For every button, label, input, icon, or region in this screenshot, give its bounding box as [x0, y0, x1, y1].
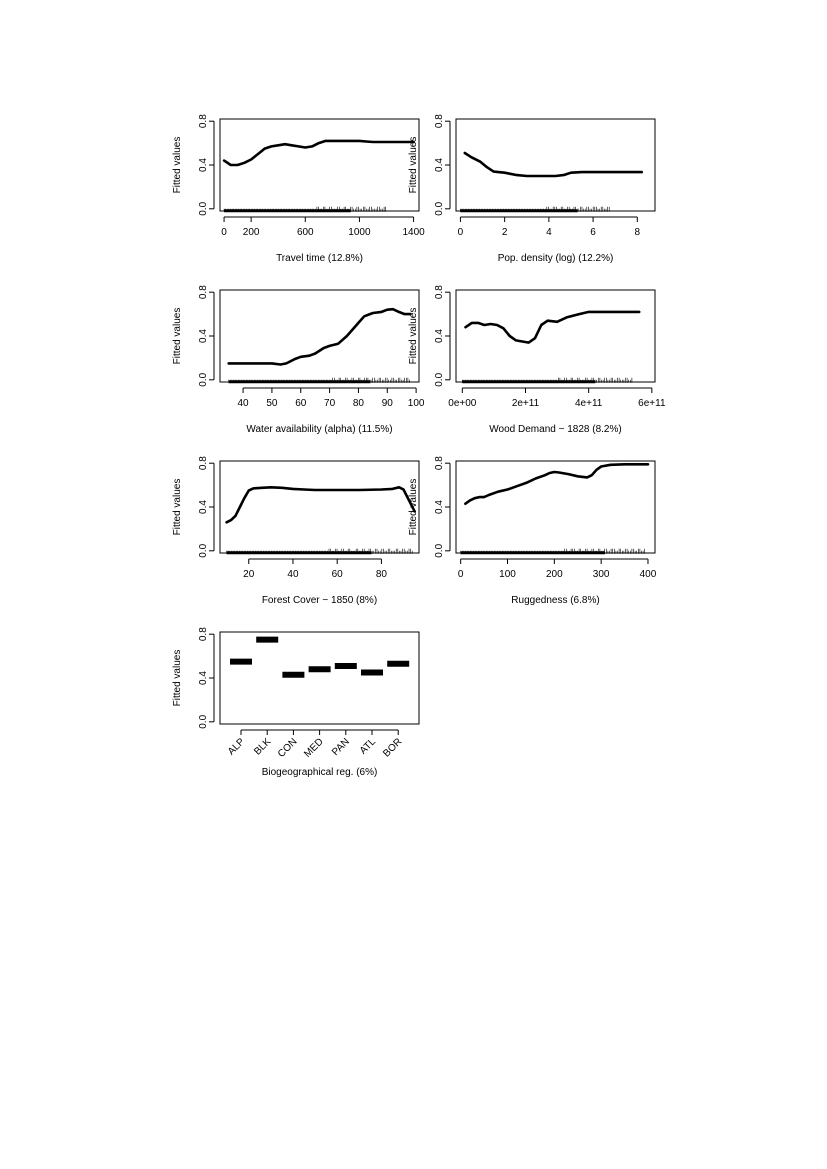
category-label: PAN [330, 736, 352, 758]
fitted-line [222, 139, 415, 167]
x-tick-label: 40 [287, 569, 299, 580]
rug-marks [226, 548, 413, 555]
panel-4: 0.0 0.4 0.8 Fitted values 0e+00 2e+11 4e+11 6e+… [408, 285, 666, 435]
y-axis-label: Fitted values [172, 308, 183, 365]
y-tick-label: 0.0 [198, 372, 209, 386]
y-tick-label: 0.0 [434, 372, 445, 386]
y-axis-label: Fitted values [408, 308, 419, 365]
x-axis-label: Travel time (12.8%) [276, 253, 363, 264]
plot-frame [455, 289, 656, 383]
y-tick-label: 0.8 [434, 114, 445, 128]
fitted-line [464, 463, 650, 505]
panel-7: 0.0 0.4 0.8 Fitted values ALP BLK CON MED PAN ATL… [172, 627, 420, 778]
y-tick-label: 0.0 [434, 543, 445, 557]
x-tick-label: 2e+11 [512, 398, 540, 409]
x-tick-label: 300 [593, 569, 610, 580]
y-tick-label: 0.4 [434, 329, 445, 343]
y-tick-label: 0.0 [434, 201, 445, 215]
x-tick-label: 8 [635, 227, 641, 238]
y-tick-label: 0.4 [434, 158, 445, 172]
x-tick-label: 20 [243, 569, 255, 580]
y-tick-label: 0.4 [198, 329, 209, 343]
x-axis-label: Wood Demand − 1828 (8.2%) [489, 424, 621, 435]
y-axis-label: Fitted values [408, 479, 419, 536]
x-tick-label: 100 [499, 569, 516, 580]
x-tick-label: 90 [382, 398, 394, 409]
x-tick-label: 70 [324, 398, 336, 409]
x-tick-label: 0e+00 [448, 398, 477, 409]
x-tick-label: 1000 [348, 227, 371, 238]
x-tick-label: 600 [297, 227, 314, 238]
category-label: BOR [381, 736, 404, 759]
plot-frame [219, 289, 420, 383]
y-tick-label: 0.0 [198, 714, 209, 728]
x-axis-label: Pop. density (log) (12.2%) [498, 253, 614, 264]
category-label: CON [276, 736, 300, 760]
x-axis-label: Forest Cover − 1850 (8%) [262, 595, 377, 606]
x-tick-label: 6e+11 [638, 398, 666, 409]
category-label: BLK [252, 736, 273, 757]
x-tick-label: 60 [295, 398, 307, 409]
plot-frame [219, 118, 420, 212]
x-tick-label: 200 [546, 569, 563, 580]
x-tick-label: 6 [590, 227, 596, 238]
y-axis-label: Fitted values [172, 650, 183, 707]
panel-2: 0.0 0.4 0.8 Fitted values 0 2 4 6 8 Pop. density … [408, 114, 656, 264]
fitted-line [463, 151, 643, 178]
y-tick-label: 0.4 [434, 500, 445, 514]
y-tick-label: 0.4 [198, 500, 209, 514]
category-label: ATL [358, 736, 379, 757]
plot-frame [455, 460, 656, 554]
plot-frame [219, 460, 420, 554]
x-tick-label: 0 [221, 227, 227, 238]
x-tick-label: 60 [332, 569, 344, 580]
y-tick-label: 0.8 [198, 285, 209, 299]
x-tick-label: 80 [376, 569, 388, 580]
x-tick-label: 2 [502, 227, 508, 238]
panel-3: 0.0 0.4 0.8 Fitted values 40 50 60 70 80 90 100 Wat… [172, 285, 425, 435]
x-tick-label: 4 [546, 227, 552, 238]
y-tick-label: 0.8 [198, 114, 209, 128]
panel-5: 0.0 0.4 0.8 Fitted values 20 40 60 80 Forest Cov… [172, 456, 420, 606]
plot-frame [219, 631, 420, 725]
y-tick-label: 0.8 [434, 285, 445, 299]
x-tick-label: 40 [238, 398, 250, 409]
x-tick-label: 4e+11 [575, 398, 603, 409]
x-axis-label: Water availability (alpha) (11.5%) [246, 424, 392, 435]
panel-1: 0.0 0.4 0.8 Fitted values 0 200 600 1000 1400 Tra… [172, 114, 425, 264]
fitted-line [227, 307, 412, 366]
rug-marks [223, 206, 387, 213]
x-tick-label: 0 [458, 227, 464, 238]
rug-marks [460, 206, 610, 213]
y-tick-label: 0.4 [198, 158, 209, 172]
x-axis-label: Ruggedness (6.8%) [511, 595, 599, 606]
y-tick-label: 0.0 [198, 201, 209, 215]
category-label: ALP [226, 736, 247, 757]
rug-marks [460, 548, 646, 555]
fitted-line [225, 486, 416, 524]
panel-6: 0.0 0.4 0.8 Fitted values 0 100 200 300 400 Rugge… [408, 456, 657, 606]
x-tick-label: 0 [458, 569, 464, 580]
fitted-line [464, 310, 641, 344]
x-tick-label: 50 [266, 398, 278, 409]
x-tick-label: 1400 [402, 227, 425, 238]
y-axis-label: Fitted values [172, 137, 183, 194]
y-tick-label: 0.8 [434, 456, 445, 470]
y-axis-label: Fitted values [408, 137, 419, 194]
category-label: MED [302, 736, 326, 760]
rug-marks [228, 377, 410, 384]
rug-marks [461, 377, 633, 384]
x-tick-label: 80 [353, 398, 365, 409]
y-tick-label: 0.8 [198, 627, 209, 641]
y-tick-label: 0.4 [198, 671, 209, 685]
x-tick-label: 100 [408, 398, 425, 409]
x-axis-label: Biogeographical reg. (6%) [262, 767, 378, 778]
x-tick-label: 400 [640, 569, 657, 580]
y-tick-label: 0.8 [198, 456, 209, 470]
y-tick-label: 0.0 [198, 543, 209, 557]
x-tick-label: 200 [243, 227, 260, 238]
y-axis-label: Fitted values [172, 479, 183, 536]
